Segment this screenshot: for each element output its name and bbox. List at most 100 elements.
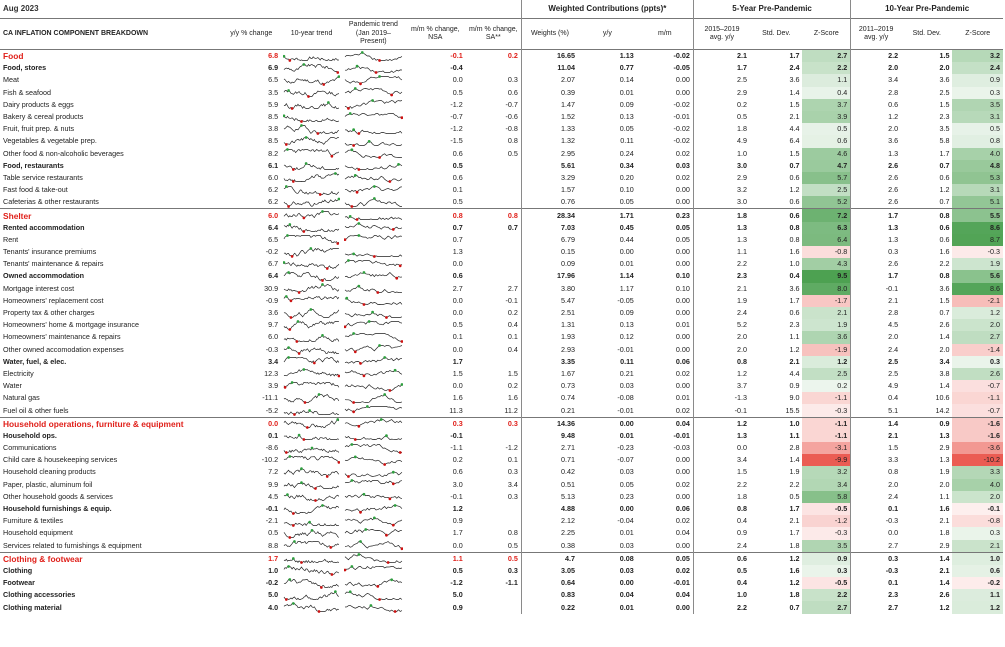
sparkline-max-marker [367,319,371,323]
table-row: Owned accommodation 6.4 0.6 17.96 1.14 0.10 2.… [0,270,1003,283]
avg-2015-2019: 2.0 [692,331,751,344]
pandemic-trend-sparkline [342,270,405,282]
sparkline-min-marker [352,144,355,147]
weighted-mm: 0.00 [675,540,690,550]
table-row: Homeowners' replacement cost -0.9 0.0 -0.1 5… [0,294,1003,307]
sparkline-path [283,211,340,219]
table-row: Clothing & footwear 1.7 1.1 0.5 4.7 0.08 0.05 0… [0,551,1003,565]
stddev-10yr: 3.4 [939,356,950,366]
sparkline-min-marker [289,315,293,319]
zscore-5yr: 1.1 [802,74,851,87]
weight: 1.47 [520,98,579,111]
yy-change: 3.6 [268,308,279,318]
ten-year-trend-sparkline [281,184,342,196]
sparkline-max-marker [364,528,368,531]
sparkline-min-marker [359,362,362,366]
mm-change-nsa: 1.3 [452,247,463,257]
ten-year-trend-sparkline [281,442,342,454]
stddev-5yr: 1.1 [789,430,800,440]
ten-year-trend-sparkline [281,123,342,135]
avg-2015-2019: 0.5 [692,564,751,578]
yy-change: 4.5 [268,491,279,501]
mm-change-sa [466,234,522,246]
sparkline-path [284,369,340,377]
sparkline-path [283,173,340,183]
weighted-yy: 0.00 [619,247,634,257]
sparkline-svg [283,520,339,527]
sparkline-svg [283,602,340,613]
sparkline-svg [344,258,403,267]
ten-year-trend-sparkline [281,416,342,430]
yy-change: -2.1 [265,516,279,526]
avg-2015-2019: 1.0 [692,147,751,160]
sparkline-min-marker [378,58,381,62]
sparkline-path [283,482,340,490]
sparkline-path [344,259,403,267]
avg-2015-2019: 1.2 [692,367,751,381]
component-name: Footwear [3,578,35,588]
stddev-5yr: 1.8 [789,590,800,600]
sparkline-path [283,320,339,330]
avg-2011-2019: 1.5 [850,442,902,455]
stddev-5yr: 3.6 [789,75,800,85]
sparkline-svg [344,356,402,366]
sparkline-min-marker [292,511,295,515]
sparkline-svg [284,307,340,319]
sparkline-svg [344,50,403,62]
yy-change: -0.3 [265,344,279,354]
sparkline-max-marker [371,310,374,314]
stddev-10yr: 1.6 [939,504,950,514]
mm-change-sa: 0.3 [465,416,522,430]
weight: 1.93 [520,331,579,344]
mm-change-sa [466,356,522,368]
stddev-10yr: 1.7 [939,148,950,158]
sparkline-path [344,197,402,207]
component-name: Clothing material [3,602,62,612]
sparkline-min-marker [326,266,329,270]
weighted-mm: 0.00 [675,455,690,465]
weighted-yy: 0.24 [619,148,634,158]
table-row: Household ops. 0.1 -0.1 9.48 0.01 -0.01 1.3 1.1… [0,429,1003,442]
zscore-10yr: 1.0 [952,551,1003,565]
pandemic-trend-sparkline [342,540,405,553]
avg-2011-2019: -0.3 [850,515,902,528]
weighted-mm: 0.02 [675,565,690,575]
weight: 9.48 [520,429,579,442]
mm-change-nsa: 0.7 [452,222,463,232]
weight: 0.09 [520,258,579,271]
sparkline-min-marker [292,523,295,527]
sparkline-min-marker [292,168,295,172]
zscore-5yr: -1.7 [802,294,851,307]
zscore-5yr: -0.3 [802,527,851,540]
table-row: Communications -8.6 -1.1 -1.2 2.71 -0.23 -0.03… [0,442,1003,455]
sparkline-max-marker [400,382,403,386]
weight: 4.7 [520,551,579,565]
sparkline-svg [283,210,340,220]
weight: 4.88 [520,502,579,516]
weighted-mm: 0.00 [675,332,690,342]
stddev-5yr: 1.1 [789,332,800,342]
zscore-5yr: 2.2 [802,62,851,75]
sparkline-path [283,419,340,429]
avg-2015-2019: 2.4 [692,539,751,553]
ten-year-trend-sparkline [281,380,342,392]
weighted-mm: 0.05 [675,222,690,232]
yy-change: -11.1 [262,393,279,403]
zscore-5yr: 3.2 [802,466,851,479]
sparkline-min-marker [353,350,357,354]
sparkline-svg [344,516,403,527]
sparkline-svg [283,123,340,135]
sparkline-path [344,554,403,564]
ten-year-trend-sparkline [281,540,342,553]
yy-change: 6.4 [268,271,279,281]
stddev-5yr: 0.6 [789,308,800,318]
sparkline-min-marker [314,499,317,503]
weighted-mm: 0.02 [675,516,690,526]
avg-2015-2019: 1.2 [692,416,751,430]
pandemic-trend-sparkline [342,74,405,86]
zscore-10yr: -0.2 [952,577,1003,590]
ten-year-trend-sparkline [281,454,342,466]
mm-change-sa: -0.8 [505,124,518,134]
sparkline-max-marker [321,333,324,337]
weight: 6.79 [520,233,579,246]
